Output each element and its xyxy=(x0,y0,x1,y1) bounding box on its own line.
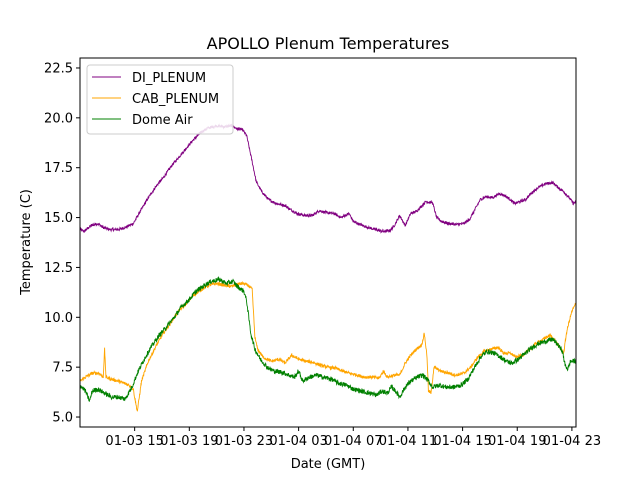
y-tick-label: 20.0 xyxy=(44,111,73,126)
legend-label: CAB_PLENUM xyxy=(132,92,219,107)
x-tick-label: 01-04 03 xyxy=(269,434,327,449)
series-line-dome-air xyxy=(79,275,577,402)
x-tick-label: 01-04 07 xyxy=(324,434,382,449)
x-tick-label: 01-04 19 xyxy=(488,434,546,449)
x-tick-label: 01-04 15 xyxy=(433,434,491,449)
series-line-di-plenum xyxy=(79,123,577,234)
x-tick-label: 01-03 15 xyxy=(105,434,163,449)
chart-title: APOLLO Plenum Temperatures xyxy=(207,34,450,53)
y-tick-label: 15.0 xyxy=(44,211,73,226)
y-tick-label: 22.5 xyxy=(44,61,73,76)
x-tick-label: 01-03 23 xyxy=(215,434,273,449)
y-tick-label: 17.5 xyxy=(44,161,73,176)
legend-box xyxy=(86,64,234,135)
x-tick-label: 01-04 23 xyxy=(543,434,601,449)
x-tick-label: 01-03 19 xyxy=(160,434,218,449)
series-layer xyxy=(79,123,577,412)
plot-frame xyxy=(79,57,577,428)
y-axis: 5.0 7.5 10.0 12.5 15.0 17.5 20.0 22.5 xyxy=(44,61,80,426)
x-tick-label: 01-04 11 xyxy=(379,434,437,449)
legend-label: DI_PLENUM xyxy=(132,71,206,86)
y-tick-label: 10.0 xyxy=(44,311,73,326)
y-tick-label: 7.5 xyxy=(52,361,73,376)
legend-label: Dome Air xyxy=(132,113,193,128)
y-tick-label: 12.5 xyxy=(44,261,73,276)
y-tick-label: 5.0 xyxy=(52,411,73,426)
legend: DI_PLENUM CAB_PLENUM Dome Air xyxy=(86,64,234,135)
x-axis-label: Date (GMT) xyxy=(291,457,366,472)
y-axis-label: Temperature (C) xyxy=(19,189,34,296)
series-line-cab-plenum xyxy=(79,280,577,412)
